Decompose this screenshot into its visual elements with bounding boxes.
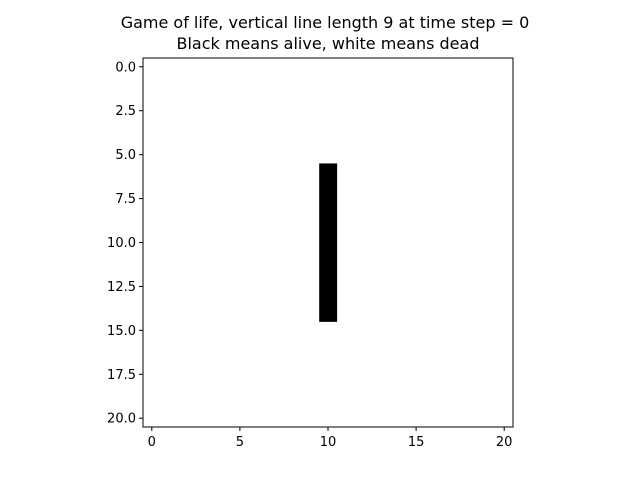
alive-cell-1 bbox=[319, 181, 338, 199]
y-tick-label-6: 15.0 bbox=[107, 324, 136, 339]
y-tick-label-5: 12.5 bbox=[107, 280, 136, 295]
alive-cell-0 bbox=[319, 163, 338, 182]
x-axis: 0 5 10 15 20 bbox=[148, 427, 513, 450]
y-tick-label-4: 10.0 bbox=[107, 236, 136, 251]
alive-cell-4 bbox=[319, 233, 338, 252]
y-tick-label-8: 20.0 bbox=[107, 412, 136, 427]
plot-area bbox=[142, 57, 514, 428]
alive-cell-5 bbox=[319, 251, 338, 270]
x-tick-label-2: 10 bbox=[320, 435, 337, 450]
y-tick-label-2: 5.0 bbox=[115, 148, 136, 163]
y-axis: 0.0 2.5 5.0 7.5 10.0 12.5 15.0 17.5 20.0 bbox=[107, 60, 143, 427]
x-tick-label-3: 15 bbox=[408, 435, 425, 450]
x-tick-label-4: 20 bbox=[496, 435, 513, 450]
y-tick-label-1: 2.5 bbox=[115, 104, 136, 119]
alive-cells-layer bbox=[319, 163, 338, 322]
chart-title: Game of life, vertical line length 9 at … bbox=[121, 13, 530, 32]
y-tick-label-3: 7.5 bbox=[115, 192, 136, 207]
chart-subtitle: Black means alive, white means dead bbox=[177, 34, 480, 53]
alive-cell-8 bbox=[319, 304, 338, 322]
alive-cell-6 bbox=[319, 268, 338, 287]
y-tick-label-0: 0.0 bbox=[115, 60, 136, 75]
x-tick-label-1: 5 bbox=[236, 435, 244, 450]
alive-cell-7 bbox=[319, 286, 338, 305]
alive-cell-2 bbox=[319, 198, 338, 217]
alive-cell-3 bbox=[319, 216, 338, 235]
x-tick-label-0: 0 bbox=[148, 435, 156, 450]
y-tick-label-7: 17.5 bbox=[107, 368, 136, 383]
